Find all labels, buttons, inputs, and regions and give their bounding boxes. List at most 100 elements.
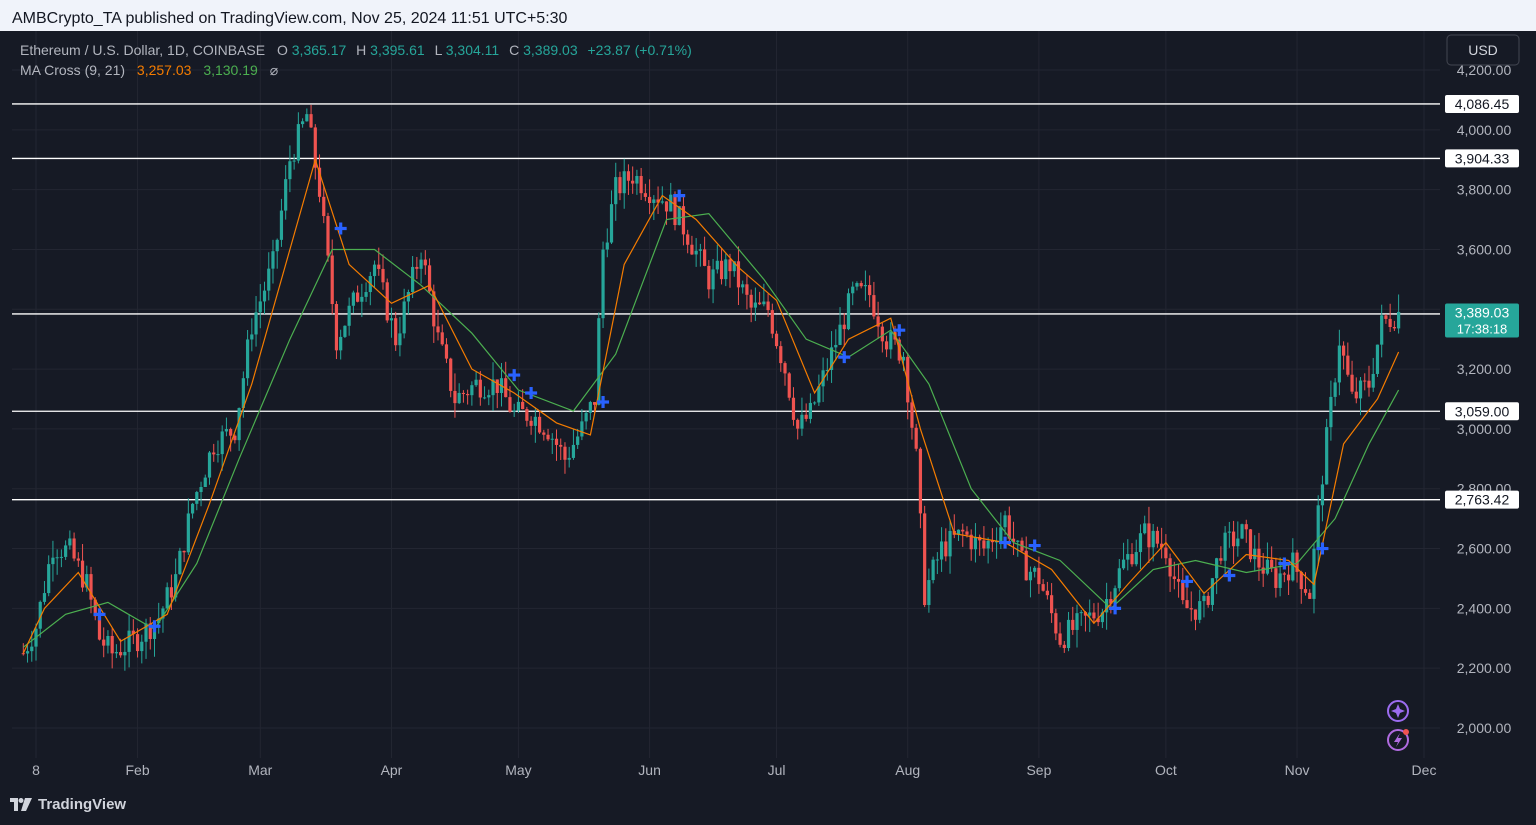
candle-body	[216, 454, 220, 456]
candle-body	[453, 390, 457, 404]
candle-body	[889, 332, 893, 350]
candle-body	[656, 199, 660, 203]
candle-body	[356, 292, 360, 302]
candle-body	[1350, 374, 1354, 392]
price-chart[interactable]: 4,200.004,000.003,800.003,600.003,400.00…	[0, 31, 1536, 793]
candle-body	[1045, 590, 1049, 596]
candle-body	[478, 379, 482, 398]
time-tick-label: Dec	[1412, 762, 1437, 778]
candle-body	[508, 397, 512, 412]
chart-panel[interactable]: 4,200.004,000.003,800.003,600.003,400.00…	[0, 31, 1536, 793]
candle-body	[880, 326, 884, 342]
tradingview-brand: TradingView	[38, 796, 127, 813]
candle-body	[1223, 532, 1227, 561]
candle-body	[258, 301, 262, 313]
candle-body	[1100, 612, 1104, 623]
lightning-icon[interactable]	[1387, 729, 1409, 751]
candle-body	[868, 285, 872, 296]
candle-body	[639, 175, 643, 194]
candle-body	[1062, 644, 1066, 649]
ma-slow-line	[22, 212, 1400, 648]
candle-body	[601, 249, 605, 319]
candle-body	[1244, 524, 1248, 530]
candle-body	[1109, 599, 1113, 604]
candle-body	[140, 641, 144, 652]
candle-body	[1117, 568, 1121, 589]
candle-body	[728, 259, 732, 272]
ma-cross-marker	[93, 608, 106, 621]
candle-body	[698, 249, 702, 251]
candle-body	[1041, 584, 1045, 591]
ma-indicator-name[interactable]: MA Cross (9, 21)	[20, 62, 125, 78]
candle-body	[1236, 538, 1240, 547]
ma-cross-marker	[893, 324, 906, 337]
candle-body	[406, 292, 410, 302]
candle-body	[935, 559, 939, 561]
candle-body	[834, 344, 838, 348]
sparkle-icon[interactable]	[1387, 700, 1409, 722]
candle-body	[537, 416, 542, 433]
candle-body	[749, 294, 753, 308]
candle-body	[753, 302, 757, 308]
time-tick-label: Jun	[638, 762, 661, 778]
candle-body	[711, 269, 715, 290]
candle-body	[1071, 619, 1075, 630]
candle-body	[1274, 568, 1278, 588]
candle-body	[779, 346, 783, 364]
candle-body	[1261, 567, 1265, 574]
candle-body	[144, 623, 148, 642]
symbol-title[interactable]: Ethereum / U.S. Dollar, 1D, COINBASE	[20, 42, 265, 58]
candle-body	[588, 402, 592, 413]
candle-body	[1028, 571, 1033, 581]
level-label-box	[1445, 94, 1519, 113]
candle-body	[1168, 558, 1172, 577]
candle-body	[1058, 633, 1062, 645]
candle-body	[313, 127, 317, 168]
price-tick-label: 3,800.00	[1457, 182, 1512, 198]
ma-cross-marker	[334, 222, 347, 235]
tradingview-logo[interactable]: TradingView	[10, 796, 126, 813]
candle-body	[423, 259, 427, 266]
hide-eye-icon[interactable]: ⌀	[270, 62, 278, 78]
level-price-label: 4,086.45	[1445, 94, 1519, 113]
candle-body	[212, 452, 216, 455]
ma-cross-marker	[1278, 557, 1291, 570]
candle-body	[347, 305, 351, 326]
candle-body	[576, 436, 580, 445]
candle-body	[910, 402, 914, 428]
candle-body	[470, 385, 474, 396]
candle-body	[1198, 601, 1202, 620]
candle-body	[372, 264, 377, 277]
candle-body	[89, 574, 93, 600]
candle-body	[762, 301, 766, 305]
horizontal-levels[interactable]	[12, 103, 1440, 501]
candle-body	[512, 410, 516, 412]
candle-body	[1079, 612, 1083, 614]
candle-body	[664, 201, 669, 212]
candle-body	[796, 419, 800, 429]
candle-body	[317, 167, 322, 197]
candle-body	[1037, 567, 1041, 585]
candle-body	[1295, 552, 1299, 572]
candle-body	[1210, 578, 1215, 605]
time-tick-label: May	[505, 762, 531, 778]
candle-body	[1033, 567, 1037, 572]
currency-button[interactable]: USD	[1446, 34, 1520, 66]
candle-body	[203, 477, 207, 488]
candle-body	[859, 283, 863, 287]
candle-body	[1388, 318, 1392, 327]
candle-body	[440, 332, 444, 345]
ma-cross-marker	[1028, 539, 1041, 552]
candle-body	[774, 333, 779, 347]
candle-body	[85, 574, 89, 588]
candle-body	[30, 646, 34, 652]
candle-body	[1176, 579, 1181, 582]
currency-label[interactable]: USD	[1468, 42, 1498, 58]
candle-body	[584, 412, 588, 422]
candle-body	[59, 556, 63, 558]
candle-body	[533, 416, 537, 426]
symbol-legend[interactable]: Ethereum / U.S. Dollar, 1D, COINBASE O 3…	[20, 42, 692, 78]
candle-body	[1054, 613, 1058, 634]
candle-body	[741, 284, 745, 288]
candle-body	[821, 370, 825, 387]
